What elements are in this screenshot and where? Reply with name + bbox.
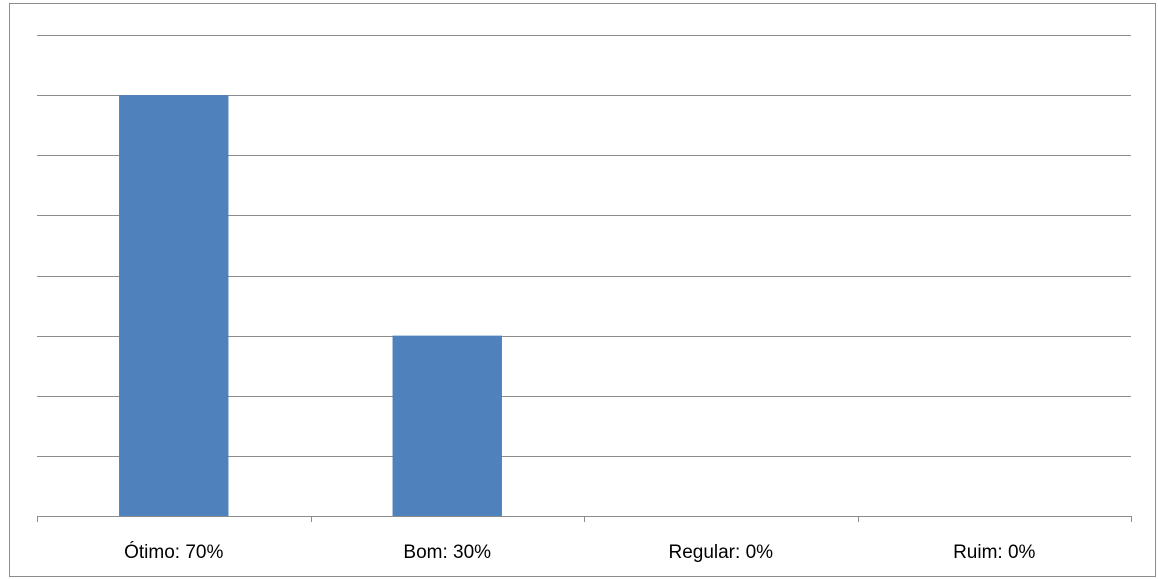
bar <box>119 95 229 516</box>
x-tick-label: Ótimo: 70% <box>124 541 223 563</box>
x-tick-label: Regular: 0% <box>668 542 773 563</box>
x-axis <box>37 516 1132 522</box>
bar <box>392 335 502 516</box>
x-tick-labels: Ótimo: 70% Bom: 30% Regular: 0% Ruim: 0% <box>124 541 1035 563</box>
x-tick-label: Ruim: 0% <box>953 542 1035 563</box>
bars <box>119 95 502 516</box>
x-tick-label: Bom: 30% <box>403 542 491 563</box>
